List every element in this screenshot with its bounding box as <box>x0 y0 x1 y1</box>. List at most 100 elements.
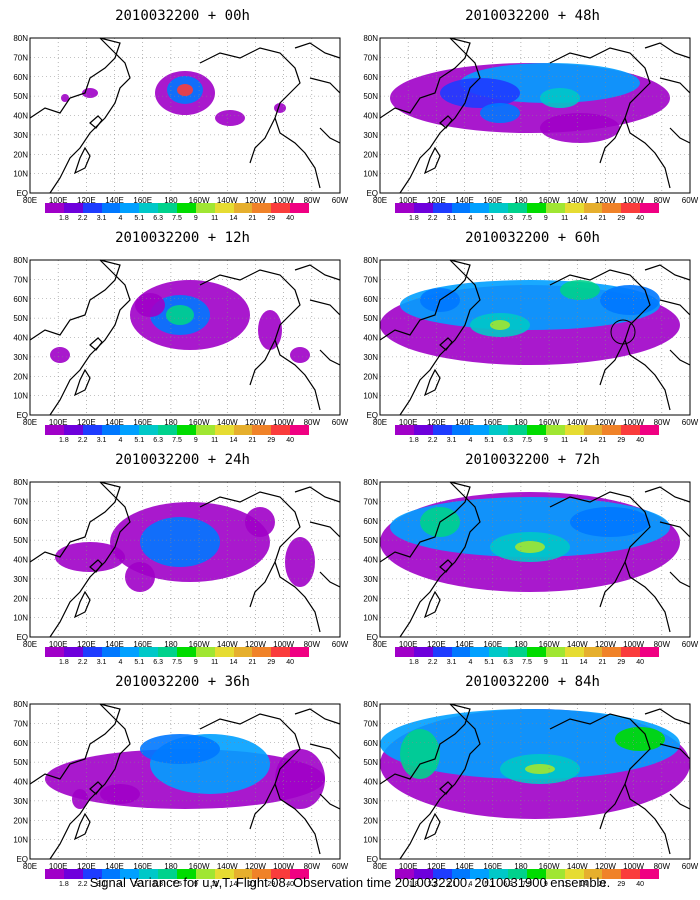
lon-tick-label: 120W <box>595 640 616 649</box>
map-panel: 2010032200 + 48h 80N 70N 60N 50N 40N 30N 20N 10N… <box>360 8 700 233</box>
lat-tick-label: EQ <box>366 189 378 198</box>
lat-tick-label: 60N <box>363 73 378 82</box>
colorbar-swatch <box>395 425 414 435</box>
lon-tick-label: 120E <box>77 196 96 205</box>
colorbar-swatch <box>508 203 528 213</box>
coastline <box>294 486 341 503</box>
coastline <box>439 559 453 573</box>
lon-tick-label: 160E <box>133 418 152 427</box>
colorbar-swatch <box>214 425 234 435</box>
lon-tick-label: 120E <box>77 862 96 871</box>
colorbar-swatch <box>271 869 291 879</box>
colorbar-swatch <box>395 203 414 213</box>
colorbar-swatch <box>120 203 140 213</box>
colorbar-swatch <box>214 869 234 879</box>
colorbar-swatch <box>602 203 622 213</box>
lon-tick-label: 120E <box>427 418 446 427</box>
colorbar-swatch <box>451 425 471 435</box>
colorbar-label: 1.8 <box>58 881 69 888</box>
lat-tick-label: 40N <box>363 112 378 121</box>
colorbar-label: 5.1 <box>484 659 495 666</box>
colorbar-swatch <box>120 647 140 657</box>
colorbar-swatch <box>63 425 83 435</box>
colorbar <box>395 647 660 657</box>
colorbar-label: 14 <box>579 881 588 888</box>
coastline <box>319 127 341 144</box>
colorbar-label: 29 <box>267 437 276 444</box>
coastline <box>549 491 671 633</box>
colorbar-swatch <box>395 869 414 879</box>
lon-tick-label: 80E <box>23 862 37 871</box>
colorbar-swatch <box>271 203 291 213</box>
colorbar-swatch <box>214 203 234 213</box>
colorbar-swatch <box>640 647 660 657</box>
colorbar-label: 29 <box>617 215 626 222</box>
colorbar-swatch <box>564 647 584 657</box>
map-frame <box>29 37 341 194</box>
coastline <box>49 37 131 194</box>
lat-tick-label: 80N <box>13 256 28 265</box>
colorbar-swatch <box>63 869 83 879</box>
lat-tick-label: 80N <box>363 700 378 709</box>
lon-tick-label: 140W <box>567 196 588 205</box>
map-panel: 2010032200 + 24h 80N 70N 60N 50N 40N 30N 20N 10N… <box>10 452 355 677</box>
colorbar-swatch <box>63 203 83 213</box>
coastline <box>644 486 691 503</box>
coastline <box>294 42 341 59</box>
lat-tick-label: 60N <box>363 739 378 748</box>
colorbar-swatch <box>621 203 641 213</box>
colorbar-label: 40 <box>286 881 295 888</box>
colorbar-label: 5.1 <box>484 881 495 888</box>
map-panel: 2010032200 + 12h 80N 70N 60N 50N 40N 30N 20N 10N… <box>10 230 355 455</box>
colorbar-label: 9 <box>543 881 548 888</box>
lon-tick-label: 100E <box>399 862 418 871</box>
variance-contour <box>166 305 194 325</box>
colorbar-swatch <box>45 869 64 879</box>
colorbar-label: 9 <box>193 215 198 222</box>
colorbar-swatch <box>395 647 414 657</box>
colorbar-labels: 1.8 2.2 3.1 4 5.1 6.3 7.5 9 11 14 21 29 40 <box>45 215 309 225</box>
colorbar-label: 6.3 <box>153 881 164 888</box>
colorbar-label: 1.8 <box>408 659 419 666</box>
colorbar-swatch <box>252 647 272 657</box>
coastline <box>309 521 341 538</box>
colorbar-label: 11 <box>561 659 569 666</box>
lon-tick-label: 160W <box>539 418 560 427</box>
lat-tick-label: 30N <box>13 353 28 362</box>
coastline <box>379 481 471 563</box>
coastline <box>439 781 453 795</box>
lon-tick-label: 140E <box>105 196 124 205</box>
lon-tick-label: 180 <box>164 196 178 205</box>
colorbar-swatch <box>214 647 234 657</box>
lat-tick-label: 40N <box>13 112 28 121</box>
coastline <box>379 37 471 119</box>
colorbar-label: 9 <box>193 881 198 888</box>
lat-tick-label: 50N <box>13 92 28 101</box>
colorbar-label: 4 <box>118 437 123 444</box>
colorbar-label: 29 <box>267 215 276 222</box>
colorbar-label: 14 <box>579 215 588 222</box>
lon-tick-label: 80W <box>654 640 671 649</box>
colorbar-label: 2.2 <box>77 437 88 444</box>
colorbar-label: 4 <box>468 659 473 666</box>
colorbar-swatch <box>583 425 603 435</box>
colorbar-label: 9 <box>543 215 548 222</box>
variance-contour <box>515 541 545 553</box>
colorbar-label: 21 <box>598 215 607 222</box>
variance-contour <box>55 542 125 572</box>
panel-title: 2010032200 + 60h <box>465 230 600 246</box>
colorbar-label: 14 <box>229 881 238 888</box>
lon-tick-label: 120W <box>245 418 266 427</box>
coastline <box>89 115 103 129</box>
colorbar-swatch <box>545 425 565 435</box>
colorbar-label: 7.5 <box>522 215 532 222</box>
lon-tick-label: 160W <box>189 862 210 871</box>
colorbar-swatch <box>451 203 471 213</box>
coastline <box>29 37 121 119</box>
lat-tick-label: 50N <box>363 314 378 323</box>
colorbar-swatch <box>158 425 178 435</box>
coastline <box>309 299 341 316</box>
colorbar-label: 7.5 <box>522 437 532 444</box>
colorbar-swatch <box>290 869 310 879</box>
colorbar-swatch <box>177 869 196 879</box>
